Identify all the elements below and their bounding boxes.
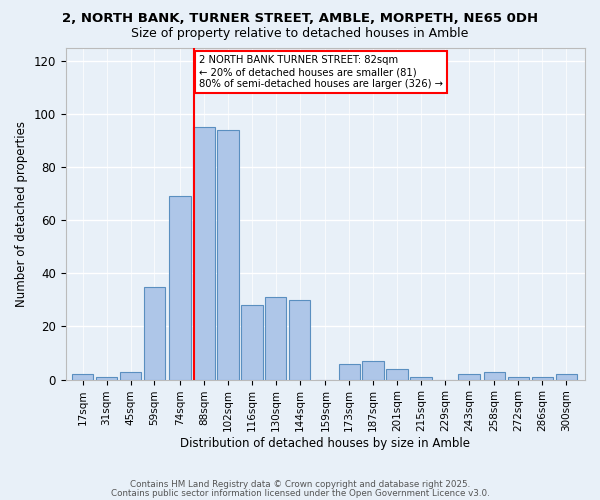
Bar xyxy=(386,369,408,380)
Bar xyxy=(338,364,360,380)
Bar xyxy=(241,305,263,380)
Bar xyxy=(120,372,141,380)
Bar xyxy=(484,372,505,380)
Bar xyxy=(193,127,215,380)
Bar xyxy=(410,377,431,380)
Bar xyxy=(508,377,529,380)
Text: Contains HM Land Registry data © Crown copyright and database right 2025.: Contains HM Land Registry data © Crown c… xyxy=(130,480,470,489)
Text: 2, NORTH BANK, TURNER STREET, AMBLE, MORPETH, NE65 0DH: 2, NORTH BANK, TURNER STREET, AMBLE, MOR… xyxy=(62,12,538,26)
Bar xyxy=(72,374,94,380)
Bar xyxy=(362,361,384,380)
X-axis label: Distribution of detached houses by size in Amble: Distribution of detached houses by size … xyxy=(181,437,470,450)
Bar xyxy=(96,377,118,380)
Bar xyxy=(532,377,553,380)
Text: 2 NORTH BANK TURNER STREET: 82sqm
← 20% of detached houses are smaller (81)
80% : 2 NORTH BANK TURNER STREET: 82sqm ← 20% … xyxy=(199,56,443,88)
Bar xyxy=(556,374,577,380)
Y-axis label: Number of detached properties: Number of detached properties xyxy=(15,120,28,306)
Bar xyxy=(289,300,310,380)
Bar xyxy=(265,297,286,380)
Bar xyxy=(144,286,165,380)
Text: Size of property relative to detached houses in Amble: Size of property relative to detached ho… xyxy=(131,28,469,40)
Bar xyxy=(458,374,479,380)
Bar xyxy=(217,130,239,380)
Text: Contains public sector information licensed under the Open Government Licence v3: Contains public sector information licen… xyxy=(110,488,490,498)
Bar xyxy=(169,196,191,380)
